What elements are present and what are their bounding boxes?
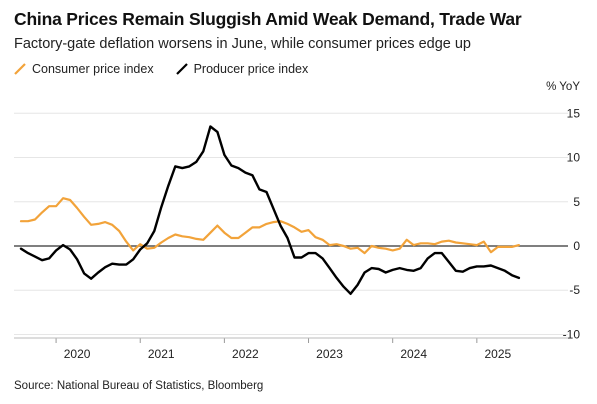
y-tick-label: 0	[573, 239, 580, 253]
cpi-swatch-icon	[14, 63, 26, 75]
legend-label-cpi: Consumer price index	[32, 62, 154, 76]
x-axis-ticks: 2020 2021 2022 2023 2024 2025	[14, 337, 568, 361]
y-axis-unit-label: % YoY	[546, 81, 580, 93]
grid-layer	[14, 112, 568, 335]
x-tick-label: 2022	[232, 347, 259, 361]
x-tick-label: 2020	[64, 347, 91, 361]
legend-item-ppi: Producer price index	[175, 62, 309, 76]
x-tick-label: 2025	[484, 347, 511, 361]
y-tick-label: -5	[569, 283, 580, 297]
x-tick-label: 2024	[400, 347, 427, 361]
series-line-ppi	[19, 125, 521, 295]
legend: Consumer price index Producer price inde…	[14, 62, 308, 76]
y-axis-ticks: 15 10 5 0 -5 -10	[563, 106, 581, 341]
y-tick-label: 5	[573, 195, 580, 209]
x-tick-label: 2023	[316, 347, 343, 361]
ppi-swatch-icon	[175, 63, 188, 75]
y-tick-label: 15	[567, 106, 581, 120]
source-note: Source: National Bureau of Statistics, B…	[14, 380, 264, 392]
chart-subtitle: Factory-gate deflation worsens in June, …	[14, 36, 471, 52]
y-tick-label: 10	[567, 151, 581, 165]
y-tick-label: -10	[563, 327, 581, 341]
chart-title: China Prices Remain Sluggish Amid Weak D…	[14, 9, 522, 29]
x-tick-label: 2021	[148, 347, 175, 361]
legend-label-ppi: Producer price index	[193, 62, 309, 76]
series-layer	[19, 125, 521, 295]
legend-item-cpi: Consumer price index	[14, 62, 154, 76]
series-line-cpi	[19, 197, 521, 255]
